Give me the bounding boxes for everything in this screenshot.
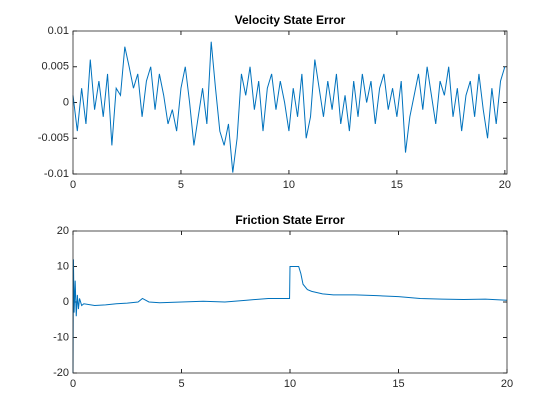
y-tick-label: 20 xyxy=(57,225,69,237)
x-tick-label: 5 xyxy=(178,378,184,390)
x-tick-label: 5 xyxy=(178,179,184,191)
y-tick-label: -0.005 xyxy=(38,132,69,144)
y-tick-label: 0.01 xyxy=(48,25,69,37)
data-line xyxy=(72,259,508,374)
axes-background xyxy=(73,231,507,373)
y-tick-label: -20 xyxy=(53,367,69,379)
y-tick-label: 10 xyxy=(57,260,69,272)
chart-title: Velocity State Error xyxy=(235,13,346,27)
x-tick-label: 15 xyxy=(392,378,404,390)
x-tick-label: 15 xyxy=(391,179,403,191)
axes-background xyxy=(73,31,507,174)
x-tick-label: 0 xyxy=(70,378,76,390)
x-tick-label: 20 xyxy=(501,378,513,390)
x-tick-label: 0 xyxy=(70,179,76,191)
y-tick-label: 0 xyxy=(63,96,69,108)
y-tick-label: 0 xyxy=(63,296,69,308)
x-tick-label: 20 xyxy=(499,179,511,191)
y-tick-label: 0.005 xyxy=(41,61,69,73)
axes-box xyxy=(72,230,508,374)
data-line xyxy=(72,41,506,173)
x-tick-label: 10 xyxy=(283,179,295,191)
chart-title: Friction State Error xyxy=(235,213,345,227)
axes-box xyxy=(72,30,508,175)
y-tick-label: -0.01 xyxy=(44,168,69,180)
y-tick-label: -10 xyxy=(53,331,69,343)
x-tick-label: 10 xyxy=(284,378,296,390)
